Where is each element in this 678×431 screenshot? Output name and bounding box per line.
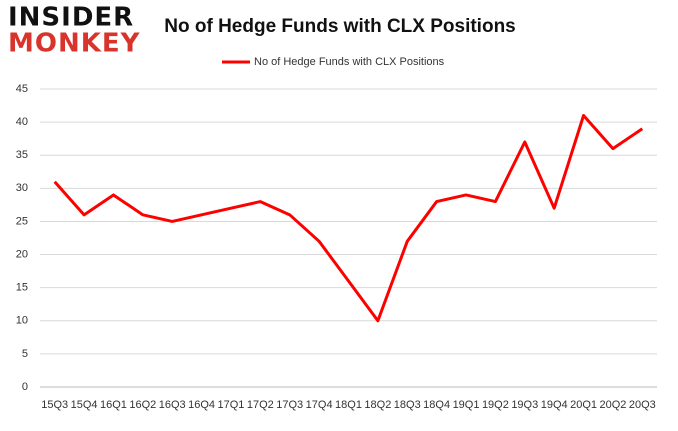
y-tick-label: 45 bbox=[16, 83, 28, 95]
x-tick-label: 16Q2 bbox=[129, 399, 156, 411]
x-tick-label: 18Q1 bbox=[335, 399, 362, 411]
x-tick-label: 20Q3 bbox=[629, 399, 656, 411]
y-tick-label: 20 bbox=[16, 248, 28, 260]
legend-label: No of Hedge Funds with CLX Positions bbox=[254, 56, 445, 68]
x-tick-label: 17Q4 bbox=[306, 399, 333, 411]
x-tick-label: 20Q2 bbox=[599, 399, 626, 411]
x-tick-label: 17Q3 bbox=[276, 399, 303, 411]
x-tick-label: 20Q1 bbox=[570, 399, 597, 411]
x-tick-label: 16Q3 bbox=[159, 399, 186, 411]
x-tick-label: 15Q3 bbox=[41, 399, 68, 411]
x-tick-label: 19Q3 bbox=[511, 399, 538, 411]
y-tick-label: 0 bbox=[22, 381, 28, 393]
x-tick-label: 16Q4 bbox=[188, 399, 215, 411]
y-tick-label: 15 bbox=[16, 282, 28, 294]
series-line bbox=[53, 113, 644, 323]
y-tick-label: 10 bbox=[16, 315, 28, 327]
y-tick-label: 25 bbox=[16, 215, 28, 227]
x-tick-label: 15Q4 bbox=[71, 399, 98, 411]
x-tick-label: 17Q1 bbox=[218, 399, 245, 411]
chart-title: No of Hedge Funds with CLX Positions bbox=[164, 16, 516, 37]
y-tick-label: 5 bbox=[22, 348, 28, 360]
y-tick-label: 30 bbox=[16, 182, 28, 194]
x-tick-label: 19Q1 bbox=[453, 399, 480, 411]
x-tick-label: 16Q1 bbox=[100, 399, 127, 411]
x-tick-label: 19Q4 bbox=[541, 399, 568, 411]
y-tick-label: 35 bbox=[16, 149, 28, 161]
logo-line2: MONKEY bbox=[8, 29, 141, 59]
y-tick-label: 40 bbox=[16, 116, 28, 128]
x-tick-label: 18Q4 bbox=[423, 399, 450, 411]
x-tick-label: 17Q2 bbox=[247, 399, 274, 411]
x-tick-label: 18Q3 bbox=[394, 399, 421, 411]
x-tick-label: 19Q2 bbox=[482, 399, 509, 411]
x-tick-label: 18Q2 bbox=[364, 399, 391, 411]
logo-line1: INSIDER bbox=[8, 3, 134, 33]
